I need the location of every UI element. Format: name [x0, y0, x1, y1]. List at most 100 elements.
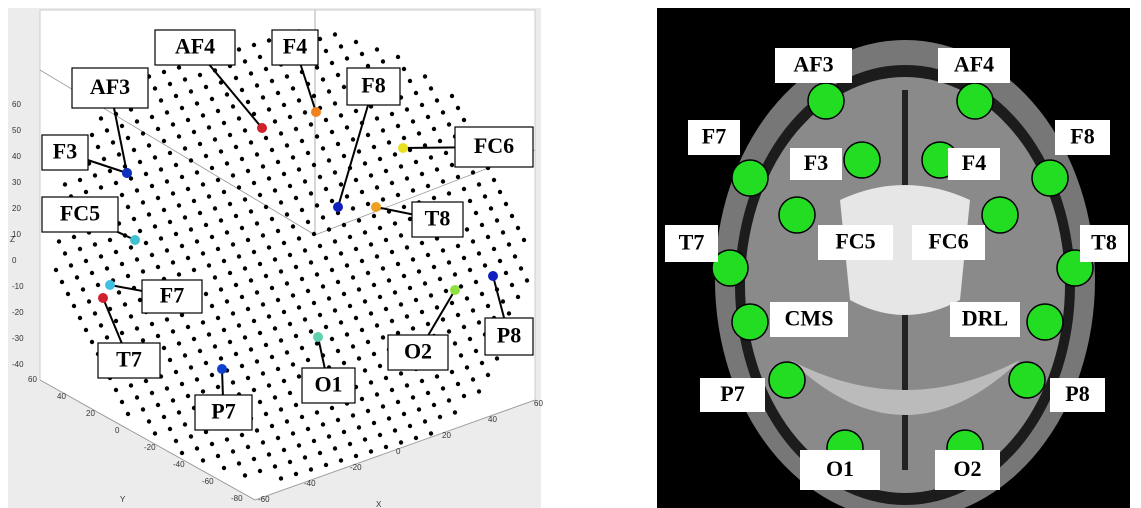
grid-dot	[381, 266, 385, 270]
grid-dot	[243, 266, 247, 270]
grid-dot	[336, 418, 340, 422]
grid-dot	[189, 89, 193, 93]
grid-dot	[198, 211, 202, 215]
grid-dot	[87, 299, 91, 303]
electrode-label: T7	[116, 347, 142, 372]
grid-dot	[474, 280, 478, 284]
grid-dot	[297, 167, 301, 171]
grid-dot	[381, 404, 385, 408]
grid-dot	[141, 200, 145, 204]
grid-dot	[255, 83, 259, 87]
grid-dot	[261, 440, 265, 444]
grid-dot	[237, 116, 241, 120]
grid-dot	[108, 169, 112, 173]
grid-dot	[243, 197, 247, 201]
electrode-label: AF3	[793, 52, 833, 77]
grid-dot	[255, 359, 259, 363]
grid-dot	[180, 451, 184, 455]
electrode-label: P7	[211, 399, 235, 424]
grid-dot	[375, 392, 379, 396]
grid-dot	[438, 415, 442, 419]
grid-dot	[150, 115, 154, 119]
grid-dot	[138, 229, 142, 233]
grid-dot	[192, 268, 196, 272]
grid-dot	[390, 250, 394, 254]
grid-dot	[330, 130, 334, 134]
grid-dot	[378, 157, 382, 161]
grid-dot	[84, 190, 88, 194]
grid-dot	[267, 38, 271, 42]
grid-dot	[390, 181, 394, 185]
electrode	[488, 271, 498, 281]
grid-dot	[207, 125, 211, 129]
grid-dot	[258, 400, 262, 404]
grid-dot	[240, 157, 244, 161]
grid-dot	[282, 379, 286, 383]
grid-dot	[90, 133, 94, 137]
grid-dot	[399, 371, 403, 375]
grid-dot	[249, 278, 253, 282]
grid-dot	[252, 319, 256, 323]
electrode	[1027, 304, 1063, 340]
grid-dot	[342, 292, 346, 296]
electrode-label: P7	[720, 381, 744, 406]
grid-dot	[357, 356, 361, 360]
grid-dot	[423, 419, 427, 423]
grid-dot	[156, 403, 160, 407]
electrode-label: F8	[1070, 124, 1094, 149]
grid-dot	[228, 271, 232, 275]
grid-dot	[432, 127, 436, 131]
grid-dot	[117, 152, 121, 156]
grid-dot	[435, 167, 439, 171]
grid-dot	[456, 313, 460, 317]
grid-dot	[333, 170, 337, 174]
grid-dot	[501, 230, 505, 234]
grid-dot	[435, 98, 439, 102]
grid-dot	[156, 265, 160, 269]
grid-dot	[183, 353, 187, 357]
grid-dot	[177, 341, 181, 345]
grid-dot	[237, 461, 241, 465]
grid-dot	[369, 173, 373, 177]
grid-dot	[339, 251, 343, 255]
grid-dot	[198, 349, 202, 353]
electrode	[779, 197, 815, 233]
grid-dot	[438, 139, 442, 143]
grid-dot	[396, 400, 400, 404]
grid-dot	[303, 110, 307, 114]
grid-dot	[75, 275, 79, 279]
grid-dot	[330, 61, 334, 65]
grid-dot	[369, 311, 373, 315]
grid-dot	[210, 304, 214, 308]
grid-dot	[324, 49, 328, 53]
grid-dot	[78, 247, 82, 251]
grid-dot	[105, 335, 109, 339]
grid-dot	[309, 122, 313, 126]
grid-dot	[291, 293, 295, 297]
grid-dot	[141, 131, 145, 135]
grid-dot	[69, 263, 73, 267]
grid-dot	[282, 310, 286, 314]
z-axis-label: Z	[10, 235, 15, 244]
grid-dot	[309, 191, 313, 195]
grid-dot	[426, 184, 430, 188]
grid-dot	[234, 214, 238, 218]
grid-dot	[495, 356, 499, 360]
grid-dot	[504, 271, 508, 275]
electrode	[1032, 160, 1068, 196]
grid-dot	[201, 458, 205, 462]
grid-dot	[255, 221, 259, 225]
z-tick-label: -10	[12, 282, 24, 291]
grid-dot	[135, 326, 139, 330]
grid-dot	[168, 151, 172, 155]
grid-dot	[381, 335, 385, 339]
grid-dot	[336, 73, 340, 77]
grid-dot	[216, 454, 220, 458]
grid-dot	[330, 337, 334, 341]
grid-dot	[180, 106, 184, 110]
z-tick-label: -40	[12, 360, 24, 369]
grid-dot	[207, 332, 211, 336]
grid-dot	[108, 238, 112, 242]
z-tick-label: 30	[12, 178, 21, 187]
grid-dot	[288, 184, 292, 188]
